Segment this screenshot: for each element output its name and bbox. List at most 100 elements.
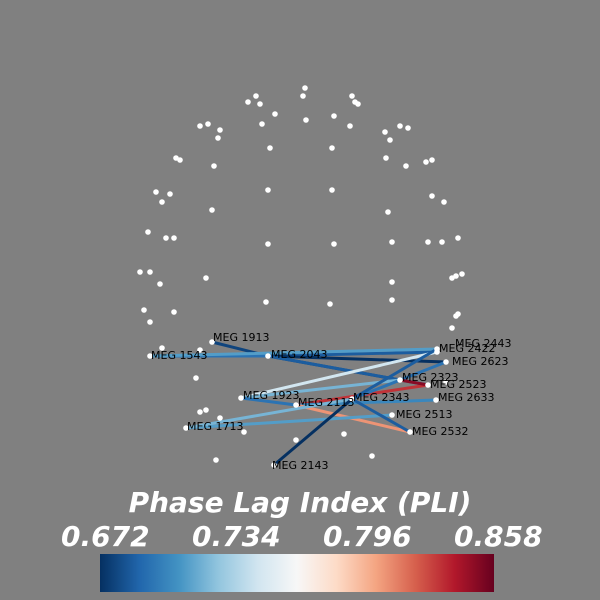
connection-line [266, 350, 439, 358]
colorbar-tick-4: 0.858 [454, 520, 543, 553]
sensor-node [403, 163, 409, 169]
sensor-node [329, 187, 335, 193]
sensor-label: MEG 2113 [298, 396, 354, 409]
colorbar-tick-2: 0.734 [192, 520, 281, 553]
sensor-node [193, 375, 199, 381]
sensor-node [211, 163, 217, 169]
sensor-node [153, 189, 159, 195]
sensor-node [383, 155, 389, 161]
sensor-node [369, 453, 375, 459]
sensor-label: MEG 2443 [455, 337, 511, 350]
connection-line [184, 397, 354, 430]
sensor-node [147, 319, 153, 325]
sensor-node [213, 457, 219, 463]
sensor-node [171, 309, 177, 315]
sensor-node [331, 241, 337, 247]
sensor-node [329, 145, 335, 151]
colorbar-tick-1: 0.672 [61, 520, 150, 553]
connection-line [239, 396, 298, 407]
sensor-node [327, 301, 333, 307]
sensor-node [203, 407, 209, 413]
sensor-node [293, 437, 299, 443]
sensor-node [205, 121, 211, 127]
sensor-node [217, 127, 223, 133]
sensor-node [459, 271, 465, 277]
sensor-node [177, 157, 183, 163]
sensor-node [203, 275, 209, 281]
sensor-node [429, 157, 435, 163]
connection-line [148, 347, 439, 358]
sensor-label: MEG 1713 [187, 420, 243, 433]
sensor-node [389, 239, 395, 245]
sensor-node [159, 345, 165, 351]
sensor-node [397, 377, 403, 383]
sensor-label: MEG 1543 [151, 349, 207, 362]
sensor-node [217, 415, 223, 421]
sensor-node [439, 239, 445, 245]
sensor-label: MEG 2422 [439, 342, 495, 355]
sensor-node [349, 396, 355, 402]
sensor-label: MEG 2513 [396, 408, 452, 421]
sensor-node [443, 379, 449, 385]
sensor-node [197, 347, 203, 353]
connection-line [350, 397, 412, 434]
sensor-node [272, 111, 278, 117]
sensor-node [197, 123, 203, 129]
sensor-node [423, 159, 429, 165]
sensor-node [443, 359, 449, 365]
sensor-node [171, 235, 177, 241]
sensor-node [389, 297, 395, 303]
sensor-label: MEG 2323 [402, 371, 458, 384]
connection-line [398, 378, 430, 387]
sensor-label: MEG 2633 [438, 391, 494, 404]
sensor-node [215, 135, 221, 141]
sensor-node [147, 269, 153, 275]
sensor-node [397, 123, 403, 129]
sensor-node [147, 353, 153, 359]
sensor-node [145, 229, 151, 235]
sensor-node [141, 307, 147, 313]
sensor-node [265, 241, 271, 247]
sensor-node [455, 235, 461, 241]
colorbar-tick-3: 0.796 [323, 520, 412, 553]
sensor-node [352, 99, 358, 105]
sensor-node [407, 429, 413, 435]
sensor-node [349, 93, 355, 99]
sensor-nodes [137, 85, 465, 468]
sensor-node [389, 412, 395, 418]
sensor-node [434, 346, 440, 352]
sensor-node [341, 431, 347, 437]
sensor-label: MEG 2523 [430, 378, 486, 391]
sensor-node [429, 193, 435, 199]
sensor-node [257, 101, 263, 107]
connection-line [239, 378, 402, 400]
sensor-node [441, 199, 447, 205]
sensor-node [389, 279, 395, 285]
sensor-node [167, 191, 173, 197]
connection-line [239, 350, 439, 400]
connection-line [350, 347, 439, 401]
colorbar [100, 554, 494, 592]
connection-line [184, 413, 394, 430]
sensor-node [300, 93, 306, 99]
sensor-node [449, 325, 455, 331]
sensor-label: MEG 1923 [243, 389, 299, 402]
sensor-node [265, 187, 271, 193]
sensor-node [157, 281, 163, 287]
sensor-node [265, 353, 271, 359]
colorbar-title: Phase Lag Index (PLI) [128, 486, 472, 519]
sensor-node [453, 273, 459, 279]
sensor-node [238, 395, 244, 401]
sensor-node [425, 239, 431, 245]
sensor-node [209, 207, 215, 213]
sensor-node [425, 382, 431, 388]
sensor-node [241, 429, 247, 435]
sensor-node [405, 125, 411, 131]
sensor-node [183, 425, 189, 431]
sensor-label: MEG 2623 [452, 355, 508, 368]
sensor-label: MEG 2532 [412, 425, 468, 438]
sensor-node [303, 117, 309, 123]
sensor-node [245, 99, 251, 105]
